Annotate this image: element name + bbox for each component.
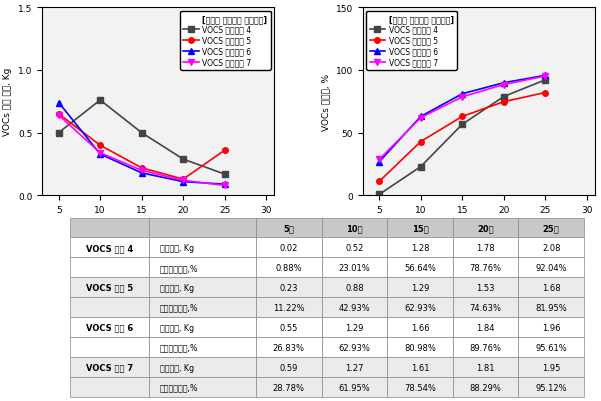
- VOCS 회수시험 6: [55, 101, 63, 105]
- VOCS 회수시험 7: [500, 83, 507, 88]
- VOCS 회수시험 5: [542, 91, 549, 96]
- VOCS 회수시험 7: [138, 168, 145, 173]
- VOCS 회수시험 4: [221, 172, 228, 177]
- VOCS 회수시험 4: [55, 131, 63, 136]
- VOCS 회수시험 6: [542, 74, 549, 79]
- Line: VOCS 회수시험 5: VOCS 회수시험 5: [376, 91, 548, 185]
- VOCS 회수시험 4: [376, 192, 383, 197]
- Line: VOCS 회수시험 5: VOCS 회수시험 5: [56, 112, 227, 182]
- VOCS 회수시험 6: [221, 182, 228, 187]
- VOCS 회수시험 6: [459, 92, 466, 97]
- VOCS 회수시험 5: [55, 112, 63, 117]
- X-axis label: VOCs 회수 시험 시간, min: VOCs 회수 시험 시간, min: [435, 220, 523, 229]
- VOCS 회수시험 5: [459, 115, 466, 119]
- VOCS 회수시험 4: [500, 95, 507, 100]
- VOCS 회수시험 6: [97, 152, 104, 157]
- Line: VOCS 회수시험 4: VOCS 회수시험 4: [376, 78, 548, 198]
- VOCS 회수시험 5: [138, 166, 145, 171]
- VOCS 회수시험 5: [376, 180, 383, 184]
- VOCS 회수시험 6: [376, 160, 383, 165]
- VOCS 회수시험 7: [55, 113, 63, 118]
- VOCS 회수시험 4: [138, 131, 145, 136]
- VOCS 회수시험 7: [97, 151, 104, 156]
- VOCS 회수시험 5: [221, 148, 228, 153]
- VOCS 회수시험 6: [500, 81, 507, 86]
- Y-axis label: VOCs 회수율, %: VOCs 회수율, %: [321, 73, 330, 130]
- Line: VOCS 회수시험 6: VOCS 회수시험 6: [376, 73, 548, 165]
- Line: VOCS 회수시험 4: VOCS 회수시험 4: [56, 98, 227, 177]
- VOCS 회수시험 6: [138, 171, 145, 176]
- VOCS 회수시험 5: [500, 100, 507, 105]
- Y-axis label: VOCs 회수 무게, Kg: VOCs 회수 무게, Kg: [4, 68, 13, 136]
- VOCS 회수시험 5: [97, 144, 104, 148]
- VOCS 회수시험 7: [221, 184, 228, 188]
- VOCS 회수시험 4: [542, 78, 549, 83]
- VOCS 회수시험 4: [417, 165, 424, 170]
- Line: VOCS 회수시험 7: VOCS 회수시험 7: [376, 74, 548, 163]
- Line: VOCS 회수시험 6: VOCS 회수시험 6: [56, 101, 227, 187]
- Line: VOCS 회수시험 7: VOCS 회수시험 7: [56, 113, 227, 189]
- VOCS 회수시험 4: [180, 157, 187, 162]
- VOCS 회수시험 7: [542, 74, 549, 79]
- VOCS 회수시험 7: [376, 158, 383, 162]
- X-axis label: VOCs 회수 시험 시간, min: VOCs 회수 시험 시간, min: [114, 220, 202, 229]
- VOCS 회수시험 7: [459, 95, 466, 100]
- VOCS 회수시험 5: [180, 177, 187, 182]
- VOCS 회수시험 4: [97, 98, 104, 103]
- VOCS 회수시험 7: [417, 116, 424, 121]
- VOCS 회수시험 7: [180, 178, 187, 183]
- VOCS 회수시험 6: [417, 115, 424, 119]
- VOCS 회수시험 5: [417, 140, 424, 145]
- VOCS 회수시험 6: [180, 180, 187, 184]
- Legend: [밀페형 세탁모듈 회수시험], VOCS 회수시험 4, VOCS 회수시험 5, VOCS 회수시험 6, VOCS 회수시험 7: [밀페형 세탁모듈 회수시험], VOCS 회수시험 4, VOCS 회수시험 …: [367, 12, 457, 71]
- Legend: [밀페형 세탁모듈 회수시험], VOCS 회수시험 4, VOCS 회수시험 5, VOCS 회수시험 6, VOCS 회수시험 7: [밀페형 세탁모듈 회수시험], VOCS 회수시험 4, VOCS 회수시험 …: [180, 12, 270, 71]
- VOCS 회수시험 4: [459, 123, 466, 128]
